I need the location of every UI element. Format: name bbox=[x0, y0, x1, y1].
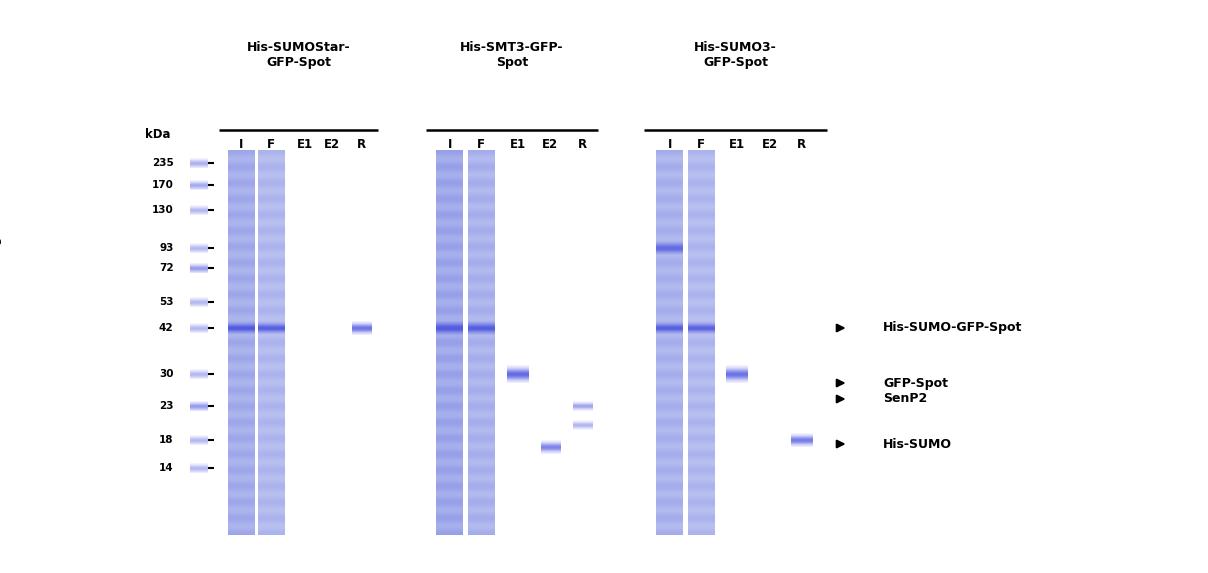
Text: R: R bbox=[358, 139, 366, 151]
Text: 42: 42 bbox=[158, 323, 174, 333]
Text: I: I bbox=[239, 139, 244, 151]
Text: His-SMT3-GFP-
Spot: His-SMT3-GFP- Spot bbox=[460, 41, 564, 69]
Text: I: I bbox=[448, 139, 452, 151]
Text: 14: 14 bbox=[158, 463, 174, 473]
Text: R: R bbox=[797, 139, 806, 151]
Text: SDS-PAGE + Coomassie staining: SDS-PAGE + Coomassie staining bbox=[0, 236, 2, 449]
Text: E2: E2 bbox=[762, 139, 778, 151]
Text: 130: 130 bbox=[152, 205, 174, 215]
Text: His-SUMO-GFP-Spot: His-SUMO-GFP-Spot bbox=[883, 321, 1022, 335]
Text: 235: 235 bbox=[152, 158, 174, 168]
Text: E2: E2 bbox=[324, 139, 341, 151]
Text: F: F bbox=[267, 139, 275, 151]
Text: 18: 18 bbox=[159, 435, 174, 445]
Text: E2: E2 bbox=[542, 139, 558, 151]
Text: His-SUMO3-
GFP-Spot: His-SUMO3- GFP-Spot bbox=[695, 41, 777, 69]
Text: His-SUMOStar-
GFP-Spot: His-SUMOStar- GFP-Spot bbox=[246, 41, 350, 69]
Text: E1: E1 bbox=[728, 139, 744, 151]
Text: kDa: kDa bbox=[145, 128, 170, 142]
Text: I: I bbox=[668, 139, 672, 151]
Text: His-SUMO: His-SUMO bbox=[883, 438, 952, 450]
Text: 170: 170 bbox=[151, 180, 174, 190]
Text: E1: E1 bbox=[296, 139, 313, 151]
Text: R: R bbox=[579, 139, 587, 151]
Text: E1: E1 bbox=[510, 139, 525, 151]
Text: F: F bbox=[477, 139, 486, 151]
Text: F: F bbox=[697, 139, 705, 151]
Text: 53: 53 bbox=[159, 297, 174, 307]
Text: 93: 93 bbox=[159, 243, 174, 253]
Text: 30: 30 bbox=[159, 369, 174, 379]
Text: 23: 23 bbox=[159, 401, 174, 411]
Text: GFP-Spot
SenP2: GFP-Spot SenP2 bbox=[883, 377, 948, 405]
Text: 72: 72 bbox=[158, 263, 174, 273]
